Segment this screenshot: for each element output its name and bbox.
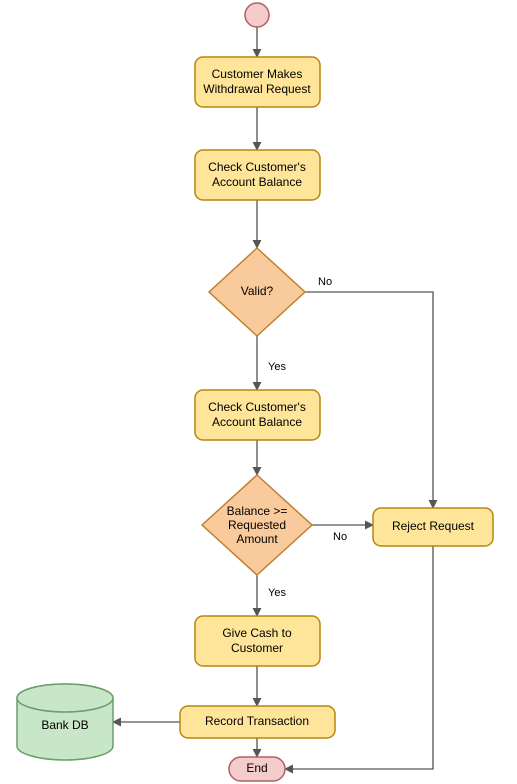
- label-d1-yes: Yes: [268, 361, 286, 373]
- decision-balance-l2: Requested: [228, 518, 286, 532]
- start-node: [245, 3, 269, 27]
- node-check-balance-1-l1: Check Customer's: [208, 160, 306, 174]
- end-node-label: End: [246, 761, 267, 775]
- decision-balance-l3: Amount: [236, 532, 278, 546]
- node-check-balance-2-l2: Account Balance: [212, 415, 302, 429]
- node-give-cash-l1: Give Cash to: [222, 626, 292, 640]
- label-d2-yes: Yes: [268, 587, 286, 599]
- label-d2-no: No: [333, 531, 347, 543]
- node-reject-label: Reject Request: [392, 519, 475, 533]
- node-record-txn-label: Record Transaction: [205, 714, 309, 728]
- nodes-layer: Customer Makes Withdrawal Request Check …: [17, 3, 493, 781]
- node-check-balance-2-l1: Check Customer's: [208, 400, 306, 414]
- label-d1-no: No: [318, 276, 332, 288]
- node-bank-db: Bank DB: [17, 684, 113, 760]
- decision-balance-l1: Balance >=: [227, 504, 288, 518]
- node-withdrawal-request-l1: Customer Makes: [212, 67, 303, 81]
- node-check-balance-1-l2: Account Balance: [212, 175, 302, 189]
- node-give-cash-l2: Customer: [231, 641, 283, 655]
- node-bank-db-label: Bank DB: [41, 718, 88, 732]
- node-withdrawal-request-l2: Withdrawal Request: [203, 82, 311, 96]
- edge-d1-reject: [305, 292, 433, 508]
- decision-valid-label: Valid?: [241, 284, 274, 298]
